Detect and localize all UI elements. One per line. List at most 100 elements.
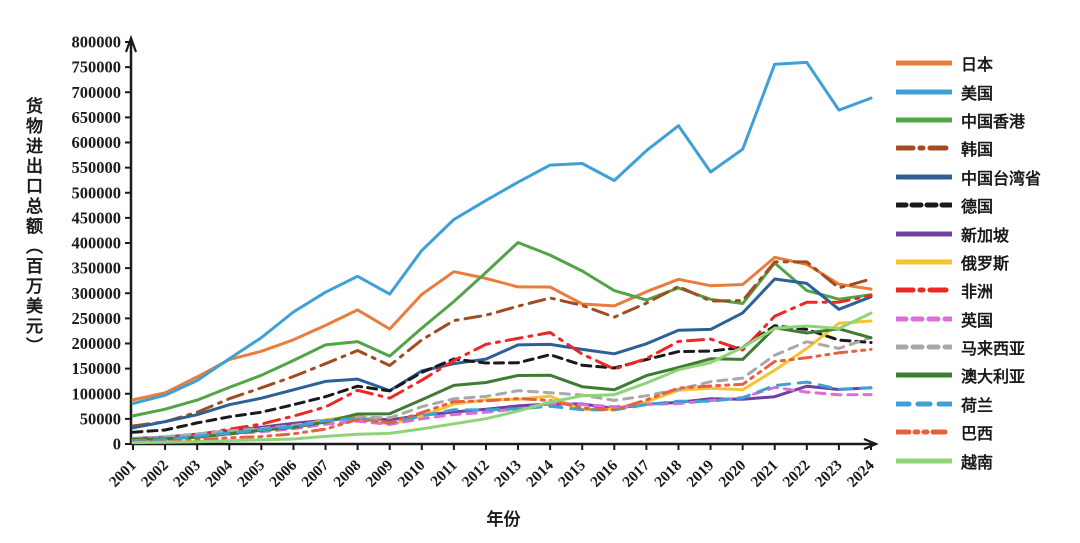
series-line-netherlands: [131, 380, 873, 443]
legend-swatch-singapore-icon: [896, 231, 952, 237]
x-tick-label: 2008: [330, 457, 364, 491]
legend-label: 荷兰: [961, 397, 994, 415]
legend-item-uk: 英国: [896, 305, 1041, 333]
x-tick-label: 2003: [170, 457, 204, 491]
series-line-hong-kong: [131, 241, 873, 418]
legend-item-russia: 俄罗斯: [896, 248, 1041, 276]
legend-label: 德国: [961, 199, 994, 217]
legend-item-malaysia: 马来西亚: [896, 333, 1041, 361]
legend-item-usa: 美国: [896, 77, 1041, 105]
x-tick-label: 2023: [812, 457, 846, 491]
series-line-japan: [131, 255, 873, 402]
legend-item-japan: 日本: [896, 49, 1041, 77]
x-tick-label: 2002: [138, 457, 172, 491]
y-tick-label: 500000: [72, 183, 122, 202]
x-tick-label: 2005: [234, 457, 268, 491]
legend-item-hong-kong: 中国香港: [896, 106, 1041, 134]
series-line-malaysia: [131, 336, 873, 441]
x-tick-label: 2019: [683, 457, 717, 491]
x-tick-label: 2012: [459, 457, 493, 491]
legend-label: 英国: [961, 312, 994, 330]
legend-swatch-vietnam-icon: [896, 458, 952, 464]
x-tick-label: 2021: [748, 457, 782, 491]
x-tick-label: 2013: [491, 457, 525, 491]
legend-swatch-south-korea-icon: [896, 145, 952, 151]
y-tick-label: 700000: [72, 83, 122, 102]
legend-label: 巴西: [961, 426, 994, 444]
legend-item-taiwan: 中国台湾省: [896, 163, 1041, 191]
legend-label: 非洲: [961, 284, 994, 302]
legend-item-germany: 德国: [896, 191, 1041, 219]
x-tick-label: 2024: [844, 457, 878, 491]
y-tick-label: 350000: [72, 259, 122, 278]
y-tick-label: 600000: [72, 133, 122, 152]
axes: 0 50000 100000 150000 200000 250000 300000 3500…: [72, 33, 879, 491]
x-tick-label: 2014: [523, 457, 557, 491]
series-line-singapore: [131, 384, 873, 440]
legend-swatch-germany-icon: [896, 202, 952, 208]
legend-swatch-africa-icon: [896, 287, 952, 293]
series-line-africa: [131, 294, 873, 441]
series-line-taiwan: [131, 277, 873, 430]
y-tick-label: 100000: [72, 384, 122, 403]
legend-swatch-taiwan-icon: [896, 174, 952, 180]
legend-label: 马来西亚: [961, 341, 1026, 359]
legend-label: 澳大利亚: [961, 369, 1026, 387]
legend-label: 中国台湾省: [961, 170, 1042, 188]
y-tick-label: 400000: [72, 234, 122, 253]
legend-swatch-malaysia-icon: [896, 344, 952, 350]
x-tick-label: 2001: [106, 457, 140, 491]
legend-item-brazil: 巴西: [896, 418, 1041, 446]
legend-label: 韩国: [961, 142, 994, 160]
y-tick-label: 300000: [72, 284, 122, 303]
y-tick-label: 800000: [72, 33, 122, 52]
legend-swatch-hong-kong-icon: [896, 117, 952, 123]
x-tick-label: 2010: [395, 457, 429, 491]
legend-item-australia: 澳大利亚: [896, 361, 1041, 389]
x-tick-label: 2018: [651, 457, 685, 491]
legend-item-singapore: 新加坡: [896, 219, 1041, 247]
legend-label: 日本: [961, 57, 994, 75]
legend-swatch-uk-icon: [896, 316, 952, 322]
series-line-vietnam: [131, 311, 873, 445]
x-tick-label: 2017: [619, 457, 653, 491]
x-tick-label: 2007: [298, 457, 332, 491]
x-axis-arrow-icon: [863, 437, 879, 451]
legend-label: 俄罗斯: [961, 255, 1010, 273]
x-tick-label: 2006: [266, 457, 300, 491]
series-line-usa: [131, 60, 873, 405]
x-tick-label: 2011: [427, 457, 460, 490]
legend-label: 中国香港: [961, 113, 1026, 131]
x-tick-label: 2016: [587, 457, 621, 491]
y-tick-label: 250000: [72, 309, 122, 328]
x-tick-label: 2009: [363, 457, 397, 491]
legend-label: 新加坡: [961, 227, 1010, 245]
legend-item-south-korea: 韩国: [896, 134, 1041, 162]
x-tick-label: 2020: [716, 457, 750, 491]
legend-item-vietnam: 越南: [896, 446, 1041, 474]
series-line-australia: [131, 326, 873, 441]
legend-swatch-japan-icon: [896, 60, 952, 66]
legend-label: 越南: [961, 454, 994, 472]
x-tick-label: 2015: [555, 457, 589, 491]
legend-label: 美国: [961, 85, 994, 103]
y-tick-label: 750000: [72, 58, 122, 77]
y-axis-arrow-icon: [124, 34, 138, 53]
legend: 日本美国中国香港韩国中国台湾省德国新加坡俄罗斯非洲英国马来西亚澳大利亚荷兰巴西越…: [896, 49, 1041, 475]
legend-item-africa: 非洲: [896, 276, 1041, 304]
legend-swatch-brazil-icon: [896, 429, 952, 435]
y-tick-label: 150000: [72, 359, 122, 378]
y-tick-label: 650000: [72, 108, 122, 127]
legend-swatch-russia-icon: [896, 259, 952, 265]
y-tick-label: 200000: [72, 334, 122, 353]
y-axis-title: 货物进出口总额（百万美元）: [23, 97, 42, 357]
legend-swatch-netherlands-icon: [896, 401, 952, 407]
legend-swatch-usa-icon: [896, 89, 952, 95]
legend-swatch-australia-icon: [896, 372, 952, 378]
y-tick-label: 50000: [80, 409, 121, 428]
series-lines: [131, 60, 873, 445]
x-tick-label: 2022: [780, 457, 814, 491]
x-axis-title: 年份: [486, 510, 521, 529]
